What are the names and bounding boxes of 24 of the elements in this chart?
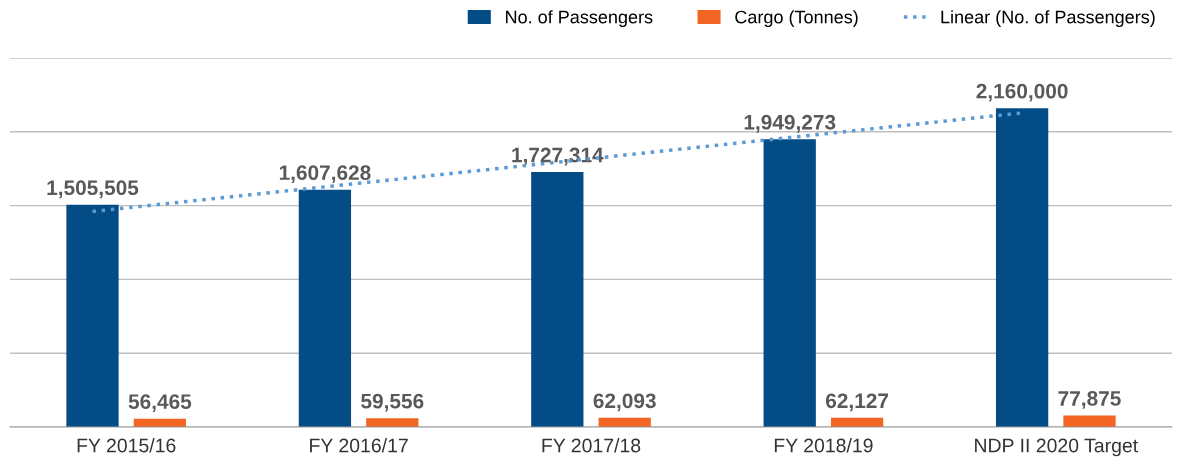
- x-tick-label: FY 2017/18: [542, 438, 641, 453]
- data-label: 1,505,505: [47, 180, 139, 199]
- bar: [298, 189, 352, 427]
- legend-label: Linear (No. of Passengers): [941, 10, 1155, 27]
- data-label: 1,949,273: [744, 114, 836, 133]
- x-tick-label: FY 2018/19: [774, 438, 873, 453]
- bar: [531, 172, 584, 427]
- bar: [66, 204, 119, 427]
- data-label: 62,127: [826, 393, 889, 412]
- bar: [763, 139, 816, 427]
- data-label: 59,556: [361, 393, 424, 412]
- data-label: 1,607,628: [279, 165, 371, 184]
- legend-label: Cargo (Tonnes): [735, 10, 858, 27]
- bar: [366, 418, 419, 427]
- data-label: 1,727,314: [512, 147, 604, 166]
- data-label: 62,093: [593, 393, 656, 412]
- data-label: 77,875: [1058, 391, 1121, 409]
- legend-label: No. of Passengers: [506, 10, 653, 27]
- x-tick-label: FY 2016/17: [310, 438, 408, 453]
- x-tick-label: NDP II 2020 Target: [975, 438, 1138, 457]
- bar: [995, 108, 1049, 427]
- x-tick-label: FY 2015/16: [77, 438, 176, 453]
- data-label: 56,465: [128, 394, 192, 413]
- data-label: 2,160,000: [976, 83, 1068, 102]
